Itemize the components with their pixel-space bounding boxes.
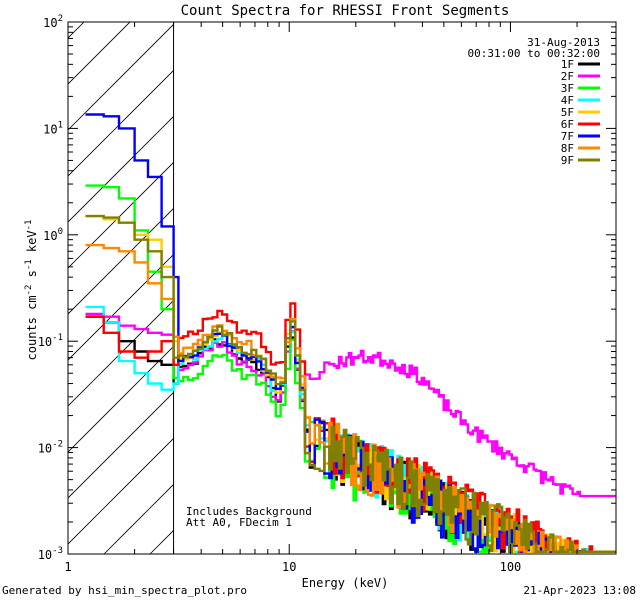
y-tick-label: 10-3 [38, 546, 63, 562]
y-tick-label: 101 [43, 120, 63, 136]
footer-generated-by: Generated by hsi_min_spectra_plot.pro [2, 584, 247, 597]
legend-label-1f: 1F [561, 58, 574, 71]
series-line-8f [85, 243, 616, 553]
legend-label-7f: 7F [561, 130, 574, 143]
legend-label-8f: 8F [561, 142, 574, 155]
background-note: Includes Background [186, 505, 312, 518]
legend-label-3f: 3F [561, 82, 574, 95]
hatch-line [68, 253, 174, 361]
series-line-5f [85, 214, 616, 553]
date-annotation: 31-Aug-2013 [527, 36, 600, 49]
legend-label-2f: 2F [561, 70, 574, 83]
y-axis-title-base: counts cm [25, 295, 39, 360]
hatch-line [68, 23, 174, 131]
y-axis-title: counts cm-2 s-1 keV-1 [24, 220, 39, 361]
y-tick-label: 10-2 [38, 440, 63, 456]
series-line-4f [85, 305, 616, 553]
y-axis-title-exp1: -2 [24, 285, 34, 296]
hatch-line [68, 22, 131, 85]
series-line-6f [85, 302, 616, 553]
hatch-line [68, 69, 174, 177]
y-tick-label-exp: 1 [58, 120, 63, 130]
hatch-line [68, 437, 174, 545]
x-tick-label: 1 [64, 560, 71, 574]
y-tick-label-exp: -2 [52, 440, 63, 450]
y-tick-label-base: 10 [38, 335, 52, 349]
hatch-line [242, 0, 640, 554]
legend-label-9f: 9F [561, 154, 574, 167]
y-tick-label-exp: 2 [58, 14, 63, 24]
y-tick-label: 102 [43, 14, 63, 30]
hatch-line [68, 345, 174, 453]
y-tick-label-base: 10 [43, 229, 57, 243]
x-tick-label: 10 [282, 560, 296, 574]
y-axis-title-exp2: -1 [24, 259, 34, 270]
x-axis-title: Energy (keV) [302, 576, 389, 590]
hatch-line [68, 391, 174, 499]
series-line-9f [85, 214, 616, 553]
footer-timestamp: 21-Apr-2023 13:08 [523, 584, 636, 597]
time-range-annotation: 00:31:00 to 00:32:00 [468, 47, 600, 60]
attenuator-note: Att A0, FDecim 1 [186, 516, 292, 529]
y-axis-title-mid2: keV [25, 230, 39, 259]
y-tick-label-exp: 0 [58, 227, 63, 237]
series-line-3f [85, 184, 616, 553]
legend-label-6f: 6F [561, 118, 574, 131]
series-layer [85, 113, 616, 553]
y-axis-title-exp3: -1 [24, 220, 34, 231]
y-tick-label-base: 10 [43, 122, 57, 136]
y-tick-label-exp: -1 [52, 333, 63, 343]
x-tick-label: 100 [500, 560, 522, 574]
plot-frame [67, 21, 617, 555]
hatch-line [0, 0, 20, 554]
chart-title: Count Spectra for RHESSI Front Segments [181, 3, 510, 19]
y-tick-label-base: 10 [43, 16, 57, 30]
y-tick-label: 10-1 [38, 333, 63, 349]
legend-label-5f: 5F [561, 106, 574, 119]
series-line-2f [85, 312, 616, 498]
legend-label-4f: 4F [561, 94, 574, 107]
y-tick-label-base: 10 [38, 442, 52, 456]
hatch-line [68, 207, 174, 315]
y-tick-label: 100 [43, 227, 63, 243]
y-axis-title-mid1: s [25, 270, 39, 284]
y-tick-label-base: 10 [38, 548, 52, 562]
y-tick-label-exp: -3 [52, 546, 63, 556]
